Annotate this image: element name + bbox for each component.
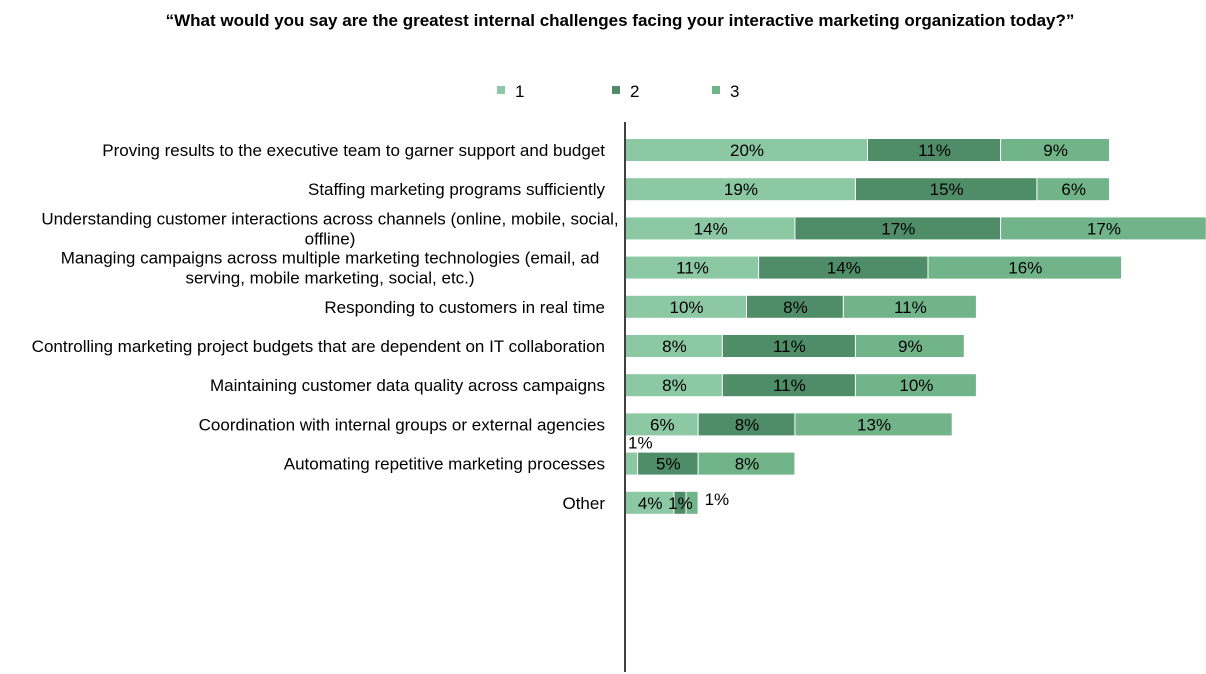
data-label: 5% <box>656 455 681 474</box>
bar-1 <box>626 374 722 397</box>
category-label: Proving results to the executive team to… <box>102 141 605 160</box>
data-label: 11% <box>773 376 806 395</box>
data-labels: 20% 11% 9% 19% 15% 6% 14% 17% 17% 11% 14% 16% 10% 8% 1… <box>628 141 1121 513</box>
data-label: 8% <box>783 298 808 317</box>
data-label: 11% <box>676 259 709 278</box>
category-labels: Proving results to the executive team to… <box>32 141 619 513</box>
bar-3 <box>698 452 795 475</box>
bar-1 <box>626 178 855 201</box>
chart-title: “What would you say are the greatest int… <box>165 11 1075 30</box>
data-label: 16% <box>1008 259 1042 278</box>
data-label: 8% <box>662 337 687 356</box>
data-label: 8% <box>735 415 760 434</box>
bar-3 <box>928 256 1122 279</box>
bar-1 <box>626 256 759 279</box>
bar-1 <box>626 295 746 318</box>
legend: 1 2 3 <box>497 82 739 101</box>
data-label: 19% <box>724 180 758 199</box>
category-label: Staffing marketing programs sufficiently <box>308 180 606 199</box>
data-label: 11% <box>918 141 951 160</box>
bar-1 <box>626 217 795 240</box>
data-label: 20% <box>730 141 764 160</box>
category-label: Coordination with internal groups or ext… <box>199 415 605 434</box>
bar-1 <box>626 139 867 161</box>
data-label: 15% <box>930 180 964 199</box>
data-label: 1% <box>668 494 693 513</box>
data-label: 8% <box>735 455 760 474</box>
data-label: 6% <box>650 415 675 434</box>
data-label: 10% <box>669 298 703 317</box>
legend-swatch-3 <box>712 86 720 94</box>
bar-3 <box>843 295 976 318</box>
legend-label-3: 3 <box>730 82 739 101</box>
bar-2 <box>747 295 843 318</box>
bar-2 <box>855 178 1037 201</box>
data-label: 9% <box>1043 141 1068 160</box>
data-label: 9% <box>898 337 923 356</box>
bar-2 <box>674 491 686 514</box>
bar-1 <box>626 335 722 357</box>
bar-3 <box>855 374 976 397</box>
bars <box>626 139 1206 514</box>
bar-2 <box>722 374 855 397</box>
bar-3 <box>855 335 964 357</box>
bar-2 <box>868 139 1001 161</box>
legend-label-2: 2 <box>630 82 639 101</box>
data-label: 1% <box>628 434 653 453</box>
category-label: Other <box>562 494 605 513</box>
bar-2 <box>795 217 1001 240</box>
bar-3 <box>1037 178 1109 201</box>
bar-3 <box>1001 139 1109 161</box>
category-label: Controlling marketing project budgets th… <box>32 337 605 356</box>
data-label: 14% <box>694 219 728 238</box>
data-label: 11% <box>894 298 927 317</box>
bar-3 <box>686 491 698 514</box>
category-label: Maintaining customer data quality across… <box>210 376 605 395</box>
data-label: 17% <box>881 219 915 238</box>
bar-2 <box>722 335 855 357</box>
data-label: 10% <box>899 376 933 395</box>
bar-3 <box>795 413 952 436</box>
data-label: 14% <box>827 259 861 278</box>
bar-1 <box>626 491 674 514</box>
legend-swatch-2 <box>612 86 620 94</box>
data-label: 8% <box>662 376 687 395</box>
category-label: Automating repetitive marketing processe… <box>284 455 605 474</box>
data-label: 6% <box>1061 180 1086 199</box>
data-label: 4% <box>638 494 663 513</box>
data-label: 13% <box>857 415 891 434</box>
legend-label-1: 1 <box>515 82 524 101</box>
bar-1 <box>626 413 698 436</box>
bar-2 <box>698 413 795 436</box>
category-label: Understanding customer interactions acro… <box>41 209 618 248</box>
data-label: 1% <box>705 490 730 509</box>
bar-2 <box>759 256 928 279</box>
legend-swatch-1 <box>497 86 505 94</box>
bar-1 <box>626 452 638 475</box>
bar-3 <box>1001 217 1206 240</box>
category-label: Managing campaigns across multiple marke… <box>61 249 600 288</box>
bar-2 <box>638 452 698 475</box>
data-label: 17% <box>1087 219 1121 238</box>
data-label: 11% <box>773 337 806 356</box>
category-label: Responding to customers in real time <box>324 298 605 317</box>
